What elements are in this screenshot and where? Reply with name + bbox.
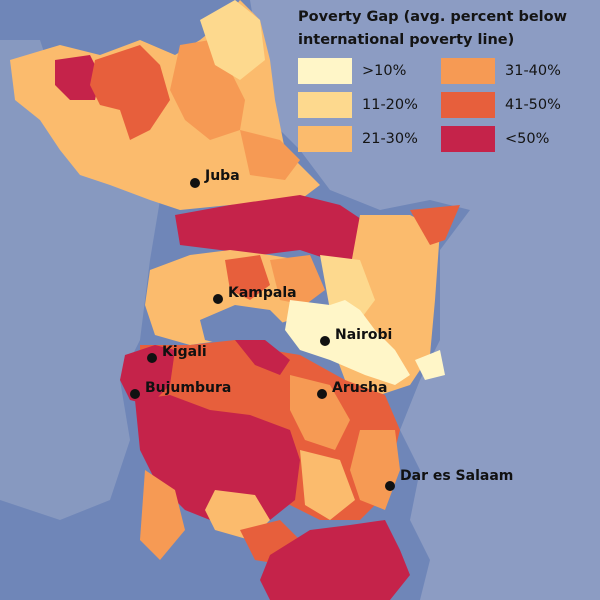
legend-label: 31-40%	[505, 63, 561, 79]
city-label: Kampala	[228, 285, 297, 301]
city-dot	[317, 389, 327, 399]
surrounding-land-west	[0, 40, 160, 520]
legend-item: >10%	[298, 58, 406, 84]
city-label: Dar es Salaam	[400, 468, 513, 484]
legend-swatch	[298, 92, 352, 118]
region-uganda-orange	[225, 255, 270, 300]
legend-item: <50%	[441, 126, 549, 152]
city-dot	[130, 389, 140, 399]
region-ss-light	[200, 0, 265, 80]
region-north-uganda-red	[175, 195, 375, 265]
legend-item: 41-50%	[441, 92, 561, 118]
legend-title-line1: Poverty Gap (avg. percent below	[298, 9, 568, 25]
city-label: Bujumbura	[145, 380, 231, 396]
region-tanzania-mid-orange	[290, 375, 350, 450]
legend-item: 31-40%	[441, 58, 561, 84]
city-dot	[190, 178, 200, 188]
legend-swatch	[441, 92, 495, 118]
city-markers: Juba Kampala Nairobi Kigali Bujumbura Arusha D…	[130, 168, 513, 491]
city-label: Arusha	[332, 380, 387, 396]
legend-item: 11-20%	[298, 92, 418, 118]
legend-title-line2: international poverty line)	[298, 32, 515, 48]
legend-swatch	[298, 126, 352, 152]
city-dot	[385, 481, 395, 491]
legend-label: >10%	[362, 63, 407, 79]
region-tanzania-nw-red	[235, 340, 290, 375]
region-tanzania-s-light	[300, 450, 355, 520]
region-coast-light	[415, 350, 445, 380]
city-label: Juba	[204, 168, 240, 184]
region-ss-north-red	[55, 55, 100, 100]
city-dot	[147, 353, 157, 363]
region-nairobi-light	[285, 300, 410, 385]
region-ss-east	[240, 130, 300, 180]
legend-grid: >10% 11-20% 21-30% 31-40% 41-50% <50%	[298, 58, 598, 158]
region-tanzania-sw-edge	[140, 470, 185, 560]
region-uganda-east	[270, 255, 325, 305]
region-ss-mid-orange	[90, 45, 170, 140]
legend: Poverty Gap (avg. percent below internat…	[298, 6, 598, 158]
legend-swatch	[441, 58, 495, 84]
region-tanzania-south-red	[260, 520, 410, 600]
legend-item: 21-30%	[298, 126, 418, 152]
legend-swatch	[441, 126, 495, 152]
legend-label: 11-20%	[362, 97, 418, 113]
legend-label: 41-50%	[505, 97, 561, 113]
legend-title: Poverty Gap (avg. percent below internat…	[298, 6, 598, 52]
city-dot	[320, 336, 330, 346]
city-dot	[213, 294, 223, 304]
legend-swatch	[298, 58, 352, 84]
legend-label: 21-30%	[362, 131, 418, 147]
city-label: Kigali	[162, 344, 207, 360]
region-kenya-ne-corner	[410, 205, 460, 245]
city-label: Nairobi	[335, 327, 392, 343]
legend-label: <50%	[505, 131, 550, 147]
lake-victoria	[200, 305, 285, 345]
